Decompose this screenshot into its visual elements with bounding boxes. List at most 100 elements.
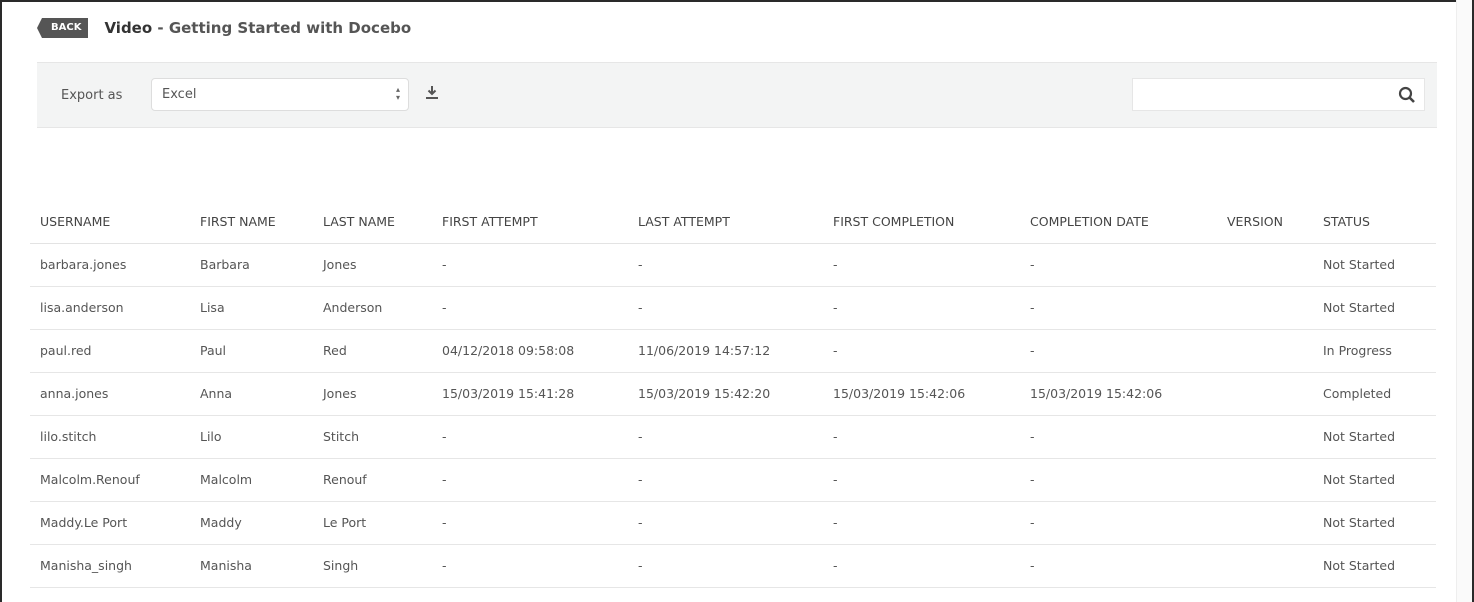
- export-format-select[interactable]: Excel ▴ ▾: [151, 78, 409, 111]
- back-button[interactable]: BACK: [36, 18, 89, 38]
- select-arrows-icon: ▴ ▾: [395, 85, 400, 102]
- table-cell: lisa.anderson: [30, 286, 190, 330]
- table-cell: [1217, 544, 1313, 588]
- table-cell: 15/03/2019 15:42:06: [823, 372, 1020, 416]
- table-row: barbara.jones Barbara Jones - - - - Not Started: [30, 243, 1436, 287]
- table-cell: [1217, 286, 1313, 330]
- table-cell: Le Port: [313, 501, 432, 545]
- column-header[interactable]: FIRST COMPLETION: [823, 200, 1020, 244]
- table-cell: 15/03/2019 15:41:28: [432, 372, 628, 416]
- table-cell: 15/03/2019 15:42:06: [1020, 372, 1217, 416]
- page-header: BACK Video - Getting Started with Docebo: [36, 18, 411, 38]
- table-cell: -: [823, 415, 1020, 459]
- table-cell: Red: [313, 329, 432, 373]
- report-table: USERNAME FIRST NAME LAST NAME FIRST ATTEMPT…: [30, 200, 1436, 588]
- title-name: - Getting Started with Docebo: [152, 19, 412, 37]
- table-cell: -: [432, 243, 628, 287]
- table-row: Maddy.Le Port Maddy Le Port - - - - Not Started: [30, 501, 1436, 545]
- search-input[interactable]: [1132, 78, 1425, 111]
- table-cell: -: [628, 415, 823, 459]
- toolbar: Export as Excel ▴ ▾: [37, 62, 1437, 128]
- table-cell: 15/03/2019 15:42:20: [628, 372, 823, 416]
- column-header[interactable]: FIRST ATTEMPT: [432, 200, 628, 244]
- table-cell: Maddy.Le Port: [30, 501, 190, 545]
- table-cell: lilo.stitch: [30, 415, 190, 459]
- column-header[interactable]: COMPLETION DATE: [1020, 200, 1217, 244]
- table-cell: -: [823, 501, 1020, 545]
- table-cell: -: [432, 501, 628, 545]
- table-cell: barbara.jones: [30, 243, 190, 287]
- table-cell: Barbara: [190, 243, 313, 287]
- column-header[interactable]: LAST ATTEMPT: [628, 200, 823, 244]
- table-cell: -: [823, 329, 1020, 373]
- table-cell: Renouf: [313, 458, 432, 502]
- table-cell: Not Started: [1313, 544, 1436, 588]
- export-label: Export as: [61, 88, 123, 103]
- table-cell: -: [628, 544, 823, 588]
- table-cell: -: [628, 286, 823, 330]
- table-header-row: USERNAME FIRST NAME LAST NAME FIRST ATTEMPT…: [30, 200, 1436, 244]
- table-cell: Anderson: [313, 286, 432, 330]
- table-cell: [1217, 372, 1313, 416]
- table-cell: -: [628, 243, 823, 287]
- table-cell: Not Started: [1313, 286, 1436, 330]
- table-cell: -: [1020, 458, 1217, 502]
- table-cell: Jones: [313, 372, 432, 416]
- table-cell: -: [823, 243, 1020, 287]
- table-cell: 04/12/2018 09:58:08: [432, 329, 628, 373]
- page-title: Video - Getting Started with Docebo: [104, 19, 411, 37]
- table-cell: -: [823, 544, 1020, 588]
- table-cell: In Progress: [1313, 329, 1436, 373]
- table-cell: Completed: [1313, 372, 1436, 416]
- table-cell: -: [432, 458, 628, 502]
- column-header[interactable]: STATUS: [1313, 200, 1436, 244]
- table-cell: Lisa: [190, 286, 313, 330]
- table-cell: Malcolm: [190, 458, 313, 502]
- column-header[interactable]: LAST NAME: [313, 200, 432, 244]
- table-cell: -: [1020, 286, 1217, 330]
- table-cell: [1217, 329, 1313, 373]
- table-cell: -: [628, 501, 823, 545]
- table-cell: Not Started: [1313, 243, 1436, 287]
- table-cell: 11/06/2019 14:57:12: [628, 329, 823, 373]
- table-cell: Not Started: [1313, 415, 1436, 459]
- table-cell: anna.jones: [30, 372, 190, 416]
- table-cell: -: [823, 458, 1020, 502]
- table-cell: -: [628, 458, 823, 502]
- table-cell: paul.red: [30, 329, 190, 373]
- table-cell: Lilo: [190, 415, 313, 459]
- table-cell: Paul: [190, 329, 313, 373]
- table-row: Malcolm.Renouf Malcolm Renouf - - - - Not Start…: [30, 458, 1436, 502]
- export-format-value: Excel: [162, 87, 197, 102]
- table-cell: Singh: [313, 544, 432, 588]
- table-cell: Manisha_singh: [30, 544, 190, 588]
- column-header[interactable]: VERSION: [1217, 200, 1313, 244]
- table-cell: -: [432, 286, 628, 330]
- search-icon[interactable]: [1398, 86, 1416, 104]
- title-type: Video: [104, 19, 153, 37]
- table-row: Manisha_singh Manisha Singh - - - - Not Started: [30, 544, 1436, 588]
- table-row: lisa.anderson Lisa Anderson - - - - Not Started: [30, 286, 1436, 330]
- table-cell: Jones: [313, 243, 432, 287]
- table-cell: -: [432, 544, 628, 588]
- column-header[interactable]: FIRST NAME: [190, 200, 313, 244]
- table-cell: -: [1020, 415, 1217, 459]
- table-cell: Maddy: [190, 501, 313, 545]
- table-cell: -: [823, 286, 1020, 330]
- table-cell: Not Started: [1313, 501, 1436, 545]
- column-header[interactable]: USERNAME: [30, 200, 190, 244]
- table-cell: [1217, 415, 1313, 459]
- table-cell: Anna: [190, 372, 313, 416]
- download-icon[interactable]: [425, 83, 439, 101]
- table-cell: [1217, 501, 1313, 545]
- table-row: lilo.stitch Lilo Stitch - - - - Not Started: [30, 415, 1436, 459]
- table-cell: Stitch: [313, 415, 432, 459]
- table-cell: -: [432, 415, 628, 459]
- table-row: paul.red Paul Red 04/12/2018 09:58:08 11/06/…: [30, 329, 1436, 373]
- scrollbar[interactable]: [1456, 0, 1472, 602]
- table-cell: -: [1020, 243, 1217, 287]
- table-cell: -: [1020, 329, 1217, 373]
- table-cell: [1217, 243, 1313, 287]
- table-cell: Not Started: [1313, 458, 1436, 502]
